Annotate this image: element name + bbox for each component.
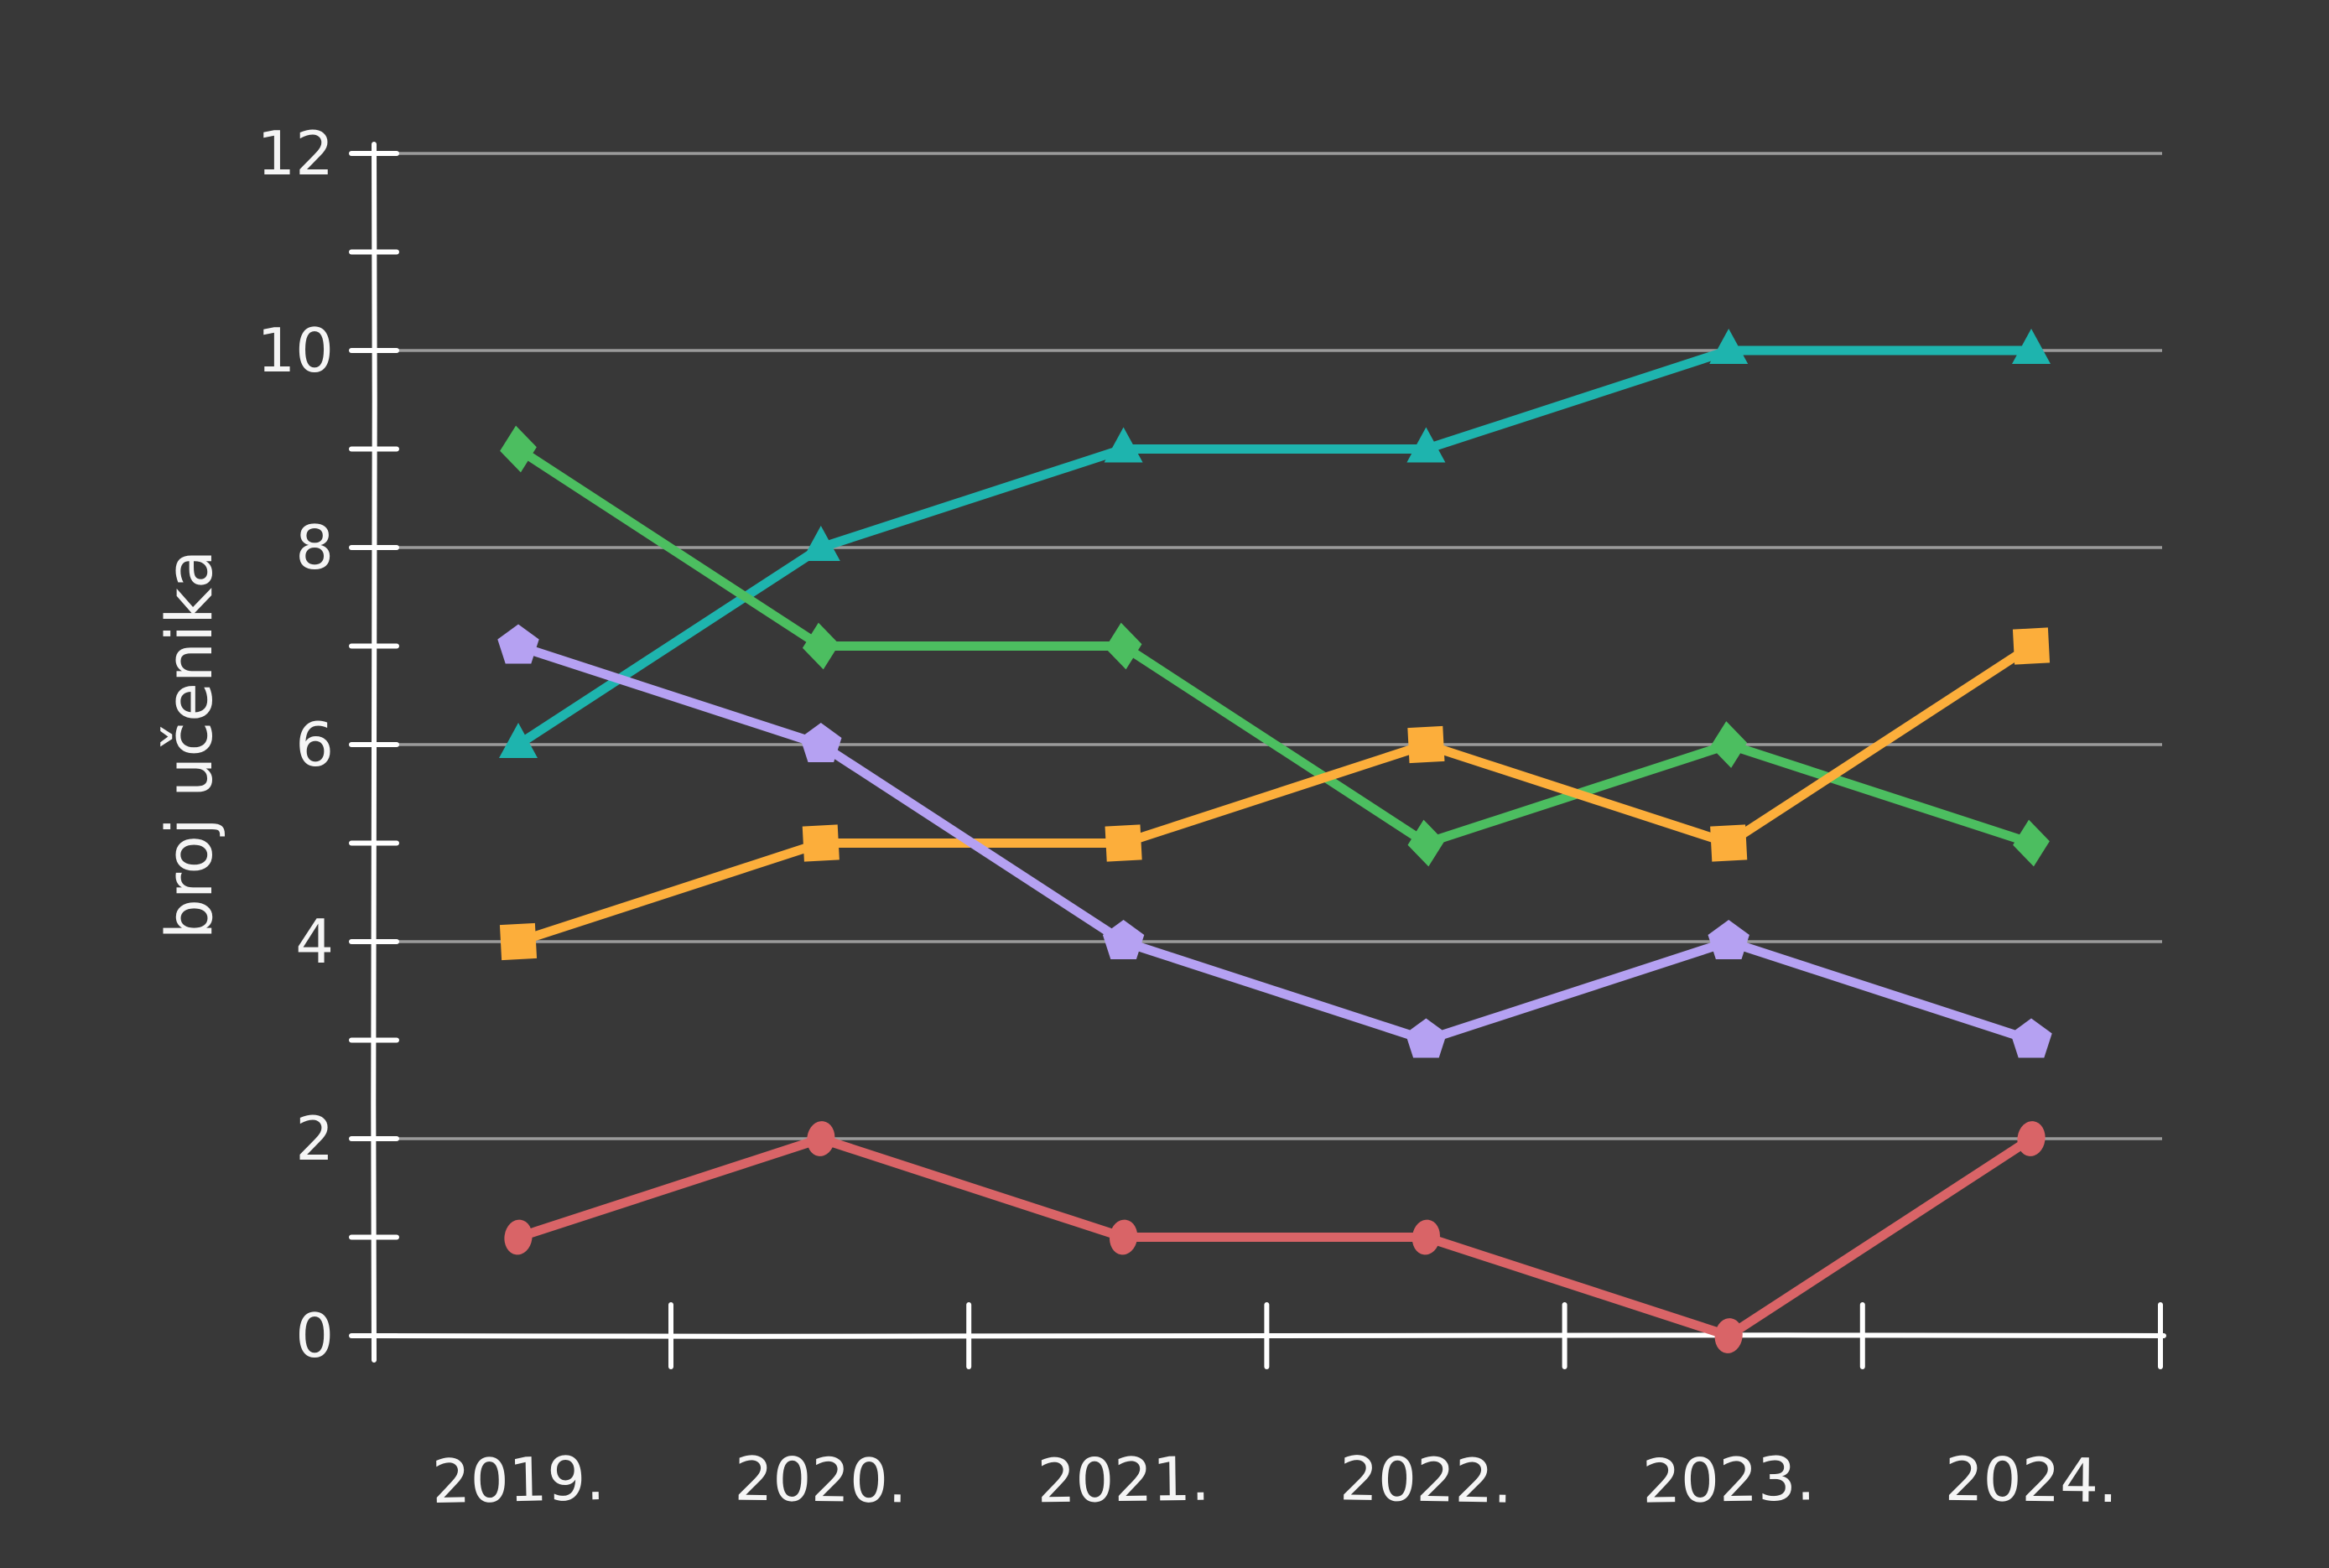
y-axis-title: broj učenika (152, 550, 226, 940)
marker-square-orange-square-2 (1105, 824, 1142, 862)
series-line-green-diamond (513, 444, 2036, 848)
marker-square-orange-square-0 (499, 922, 538, 961)
x-tick-label-5: 2024. (1944, 1444, 2118, 1516)
y-tick-label-0: 0 (295, 1301, 334, 1371)
x-tick-label-2: 2021. (1037, 1444, 1210, 1517)
marker-triangle-teal-triangle-3 (1406, 427, 1446, 463)
series-line-red-circle (513, 1134, 2036, 1341)
marker-pentagon-purple-pentagon-4 (1708, 920, 1749, 959)
marker-triangle-teal-triangle-2 (1104, 427, 1143, 463)
marker-square-orange-square-3 (1407, 725, 1445, 764)
marker-pentagon-purple-pentagon-5 (2010, 1018, 2052, 1058)
y-tick-label-12: 12 (257, 118, 334, 189)
x-tick-label-1: 2020. (734, 1444, 907, 1517)
marker-pentagon-purple-pentagon-1 (800, 723, 842, 762)
marker-diamond-green-diamond-0 (500, 425, 537, 473)
marker-circle-red-circle-3 (1411, 1219, 1440, 1255)
series-line-orange-square (513, 641, 2036, 947)
y-axis-spine (371, 142, 377, 1363)
marker-diamond-green-diamond-3 (1407, 819, 1445, 867)
marker-circle-red-circle-2 (1110, 1219, 1138, 1255)
x-tick-label-0: 2019. (431, 1443, 606, 1517)
marker-triangle-teal-triangle-4 (1709, 329, 1749, 364)
y-tick-label-8: 8 (295, 512, 334, 583)
marker-diamond-green-diamond-1 (802, 622, 840, 670)
marker-diamond-green-diamond-4 (1710, 721, 1748, 768)
marker-triangle-teal-triangle-5 (2012, 329, 2051, 364)
x-tick-label-3: 2022. (1339, 1443, 1514, 1517)
marker-diamond-green-diamond-5 (2013, 819, 2050, 867)
y-tick-label-10: 10 (257, 315, 334, 386)
marker-diamond-green-diamond-2 (1105, 622, 1142, 670)
series-line-teal-triangle (513, 345, 2036, 750)
y-tick-label-6: 6 (295, 709, 334, 780)
marker-triangle-teal-triangle-0 (499, 723, 538, 758)
y-tick-label-4: 4 (295, 906, 334, 977)
x-tick-label-4: 2023. (1642, 1443, 1817, 1517)
marker-circle-red-circle-0 (504, 1219, 533, 1255)
marker-square-orange-square-1 (802, 824, 840, 862)
marker-pentagon-purple-pentagon-2 (1102, 920, 1145, 959)
marker-circle-red-circle-5 (2017, 1121, 2046, 1156)
marker-square-orange-square-5 (2012, 627, 2051, 665)
marker-circle-red-circle-1 (807, 1121, 835, 1156)
marker-pentagon-purple-pentagon-0 (497, 624, 539, 664)
y-tick-label-2: 2 (295, 1103, 334, 1174)
marker-circle-red-circle-4 (1714, 1318, 1743, 1353)
marker-square-orange-square-4 (1710, 824, 1748, 862)
series-line-purple-pentagon (513, 641, 2036, 1045)
marker-triangle-teal-triangle-1 (801, 526, 840, 561)
marker-pentagon-purple-pentagon-3 (1405, 1018, 1448, 1058)
